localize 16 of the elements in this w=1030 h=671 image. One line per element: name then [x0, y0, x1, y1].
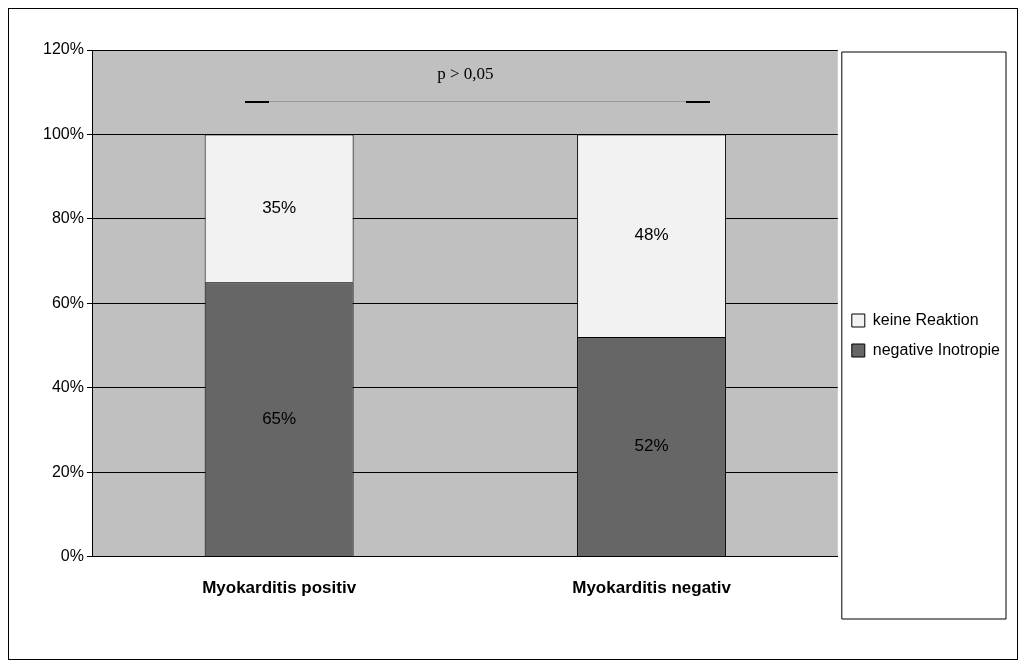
- x-tick-label: Myokarditis positiv: [202, 578, 357, 598]
- y-tick-label: 80%: [51, 209, 84, 227]
- y-tick-label: 20%: [51, 462, 84, 480]
- data-label: 65%: [262, 408, 297, 428]
- data-label: 48%: [634, 225, 669, 245]
- y-tick-label: 0%: [60, 547, 84, 565]
- y-tick-label: 60%: [51, 293, 84, 311]
- x-tick-label: Myokarditis negativ: [572, 578, 732, 598]
- annotation: p > 0,05: [437, 64, 494, 85]
- y-tick-label: 100%: [43, 124, 84, 142]
- legend-label: keine Reaktion: [872, 310, 979, 328]
- legend-label: negative Inotropie: [872, 340, 1001, 358]
- y-tick-label: 40%: [51, 378, 84, 396]
- y-tick-label: 120%: [43, 40, 84, 58]
- data-label: 52%: [634, 436, 669, 456]
- data-label: 35%: [262, 198, 297, 217]
